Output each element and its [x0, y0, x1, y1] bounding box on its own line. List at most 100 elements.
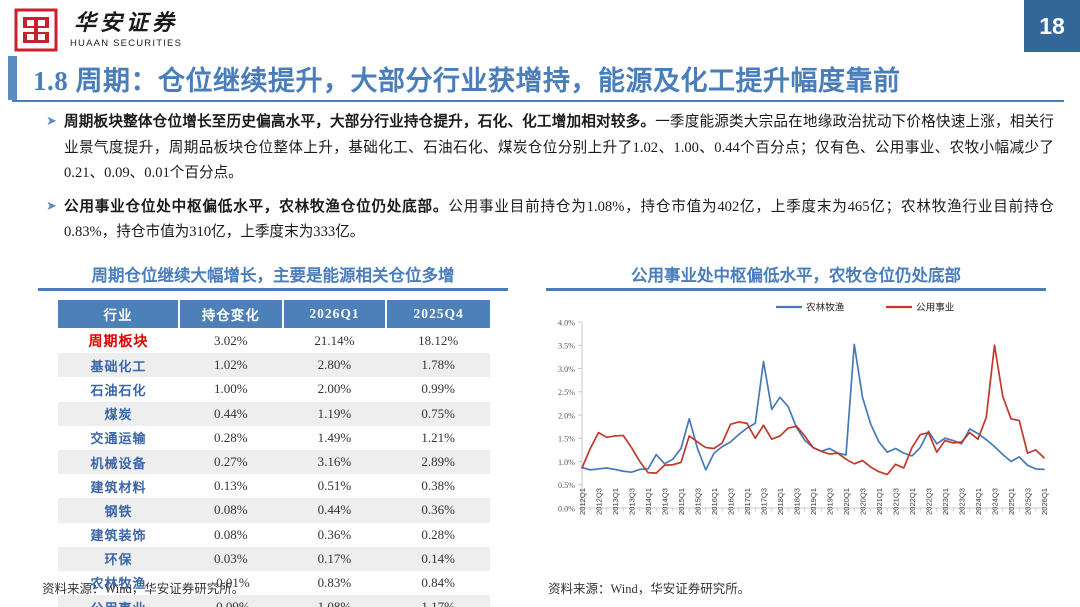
cell-change: -0.01%	[211, 574, 250, 590]
page-number-badge: 18	[1024, 0, 1080, 52]
cell-2025q4: 0.36%	[386, 498, 490, 523]
x-tick-label: 2019Q1	[809, 488, 818, 515]
cell-2026q1: 2.00%	[317, 381, 352, 397]
cell-change: 0.28%	[213, 429, 248, 445]
x-tick-label: 2017Q3	[760, 488, 769, 515]
table-body: 周期板块 3.02% 21.14% 18.12% 基础化工 1.02% 2.80% 1.78%…	[58, 328, 490, 607]
x-tick-label: 2021Q3	[892, 488, 901, 515]
cell-change: 0.08%	[213, 526, 248, 542]
col-header-2025q4: 2025Q4	[386, 300, 490, 328]
table-head: 行业 持仓变化 2026Q1 2025Q4	[58, 300, 490, 328]
left-panel-rule	[38, 288, 508, 291]
cell-change: 0.44%	[178, 401, 283, 426]
table-row: 煤炭 0.44% 1.19% 0.75%	[58, 401, 490, 426]
series-line-公用事业	[581, 344, 1045, 476]
table-row: 农林牧渔 -0.01% 0.83% 0.84%	[58, 571, 490, 595]
x-tick-label: 2022Q1	[908, 488, 917, 515]
y-tick-label: 2.0%	[558, 411, 575, 420]
cell-change: 3.02%	[213, 332, 248, 348]
cell-2026q1: 0.83%	[317, 574, 352, 590]
cell-2026q1: 1.08%	[282, 595, 387, 607]
bullet-marker-icon: ➤	[46, 114, 57, 129]
cell-2026q1: 0.36%	[317, 526, 352, 542]
x-tick-label: 2022Q3	[925, 488, 934, 515]
table-row: 钢铁 0.08% 0.44% 0.36%	[58, 498, 490, 523]
table-row: 交通运输 0.28% 1.49% 1.21%	[58, 426, 490, 450]
left-source-note: 资料来源：Wind，华安证券研究所。	[42, 582, 245, 596]
x-tick-label: 2020Q3	[859, 488, 868, 515]
bullet-item: ➤ 公用事业仓位处中枢偏低水平，农林牧渔仓位仍处底部。公用事业目前持仓为1.08…	[46, 195, 1054, 246]
brand-name-en: HUAAN SECURITIES	[70, 37, 183, 49]
x-tick-label: 2015Q3	[694, 488, 703, 515]
holdings-line-chart: 0.0% 0.5% 1.0% 1.5% 2.0% 2.5% 3.0% 3.5% 4.0% 2012…	[540, 296, 1052, 586]
y-tick-label: 0.5%	[558, 481, 575, 490]
bullet-text: 周期板块整体仓位增长至历史偏高水平，大部分行业持仓提升，石化、化工增加相对较多。…	[64, 110, 1054, 187]
brand-logo: 华安证券 HUAAN SECURITIES	[14, 8, 182, 52]
chart-svg: 0.0% 0.5% 1.0% 1.5% 2.0% 2.5% 3.0% 3.5% 4.0% 2012…	[558, 302, 1049, 516]
table-row: 环保 0.03% 0.17% 0.14%	[58, 546, 490, 571]
legend-label: 公用事业	[916, 302, 955, 314]
table-row: 建筑装饰 0.08% 0.36% 0.28%	[58, 523, 490, 547]
cell-change: 0.08%	[178, 498, 283, 523]
series-line-农林牧渔	[581, 343, 1045, 474]
y-tick-label: 1.5%	[558, 435, 575, 444]
cell-2025q4: 0.38%	[421, 478, 455, 494]
cell-industry: 交通运输	[90, 431, 147, 447]
table-row: 石油石化 1.00% 2.00% 0.99%	[58, 377, 490, 401]
cell-change: 0.13%	[213, 478, 248, 494]
cell-industry: 公用事业	[58, 595, 179, 607]
bullet-marker-icon: ➤	[46, 198, 57, 214]
cell-2025q4: 2.89%	[386, 449, 490, 475]
cell-2026q1: 21.14%	[314, 332, 355, 348]
x-tick-label: 2020Q1	[842, 488, 851, 515]
brand-wordmark: 华安证券 HUAAN SECURITIES	[70, 11, 183, 49]
cell-2025q4: 0.28%	[421, 526, 455, 542]
cell-change: 1.00%	[213, 381, 248, 397]
x-tick-label: 2023Q1	[941, 488, 950, 515]
x-tick-label: 2026Q1	[1040, 488, 1049, 515]
bullet-list: ➤ 周期板块整体仓位增长至历史偏高水平，大部分行业持仓提升，石化、化工增加相对较…	[46, 110, 1054, 254]
x-tick-label: 2024Q1	[974, 488, 983, 515]
bullet-text: 公用事业仓位处中枢偏低水平，农林牧渔仓位仍处底部。公用事业目前持仓为1.08%，…	[64, 195, 1054, 246]
y-tick-label: 1.0%	[558, 458, 575, 467]
y-tick-label: 3.0%	[558, 365, 575, 374]
x-tick-label: 2025Q3	[1024, 488, 1033, 515]
x-tick-label: 2013Q3	[628, 488, 637, 515]
cell-2026q1: 0.17%	[282, 546, 387, 571]
bullet-lead: 周期板块整体仓位增长至历史偏高水平，大部分行业持仓提升，石化、化工增加相对较多。	[64, 114, 656, 130]
x-tick-label: 2016Q3	[727, 488, 736, 515]
cell-2026q1: 0.51%	[317, 478, 352, 494]
cell-industry: 周期板块	[88, 334, 149, 350]
cell-2025q4: 0.75%	[386, 401, 490, 426]
x-tick-label: 2014Q1	[644, 488, 653, 515]
y-tick-label: 0.0%	[558, 504, 575, 513]
table-row: 建筑材料 0.13% 0.51% 0.38%	[58, 474, 490, 498]
table-row: 机械设备 0.27% 3.16% 2.89%	[58, 449, 490, 475]
cell-change: 0.03%	[178, 546, 283, 571]
cell-change: 0.27%	[178, 449, 283, 475]
x-tick-label: 2017Q1	[743, 488, 752, 515]
bullet-item: ➤ 周期板块整体仓位增长至历史偏高水平，大部分行业持仓提升，石化、化工增加相对较…	[46, 110, 1054, 187]
x-tick-label: 2021Q1	[875, 488, 884, 515]
x-tick-label: 2016Q1	[710, 488, 719, 515]
cell-change: 1.02%	[178, 353, 283, 378]
col-header-2026q1: 2026Q1	[282, 300, 388, 328]
cell-industry: 机械设备	[58, 449, 179, 475]
title-underline	[12, 100, 1064, 102]
right-source-note: 资料来源：Wind，华安证券研究所。	[548, 582, 751, 596]
x-tick-label: 2018Q1	[776, 488, 785, 515]
y-tick-label: 4.0%	[558, 318, 575, 327]
cell-2025q4: 0.99%	[421, 381, 455, 397]
cell-2025q4: 0.84%	[421, 574, 455, 590]
huaan-seal-logo-icon	[14, 8, 58, 52]
cell-2025q4: 0.14%	[386, 546, 490, 571]
x-tick-label: 2025Q1	[1007, 488, 1016, 515]
slide-title-row: 1.8 周期：仓位继续提升，大部分行业获增持，能源及化工提升幅度靠前	[0, 54, 1080, 102]
left-panel-title: 周期仓位继续大幅增长，主要是能源相关仓位多增	[91, 266, 455, 285]
bullet-rest: 一季度能源类大宗品在地缘政治扰动下价格快速上涨，相关行业景气度提升，周期品板块仓…	[64, 114, 1054, 181]
col-header-change: 持仓变化	[178, 300, 284, 328]
x-tick-label: 2023Q3	[958, 488, 967, 515]
cell-industry: 建筑材料	[90, 479, 147, 495]
bullet-rest: 公用事业目前持仓为1.08%，持仓市值为402亿，上季度末为465亿；农林牧渔行…	[64, 198, 1054, 241]
